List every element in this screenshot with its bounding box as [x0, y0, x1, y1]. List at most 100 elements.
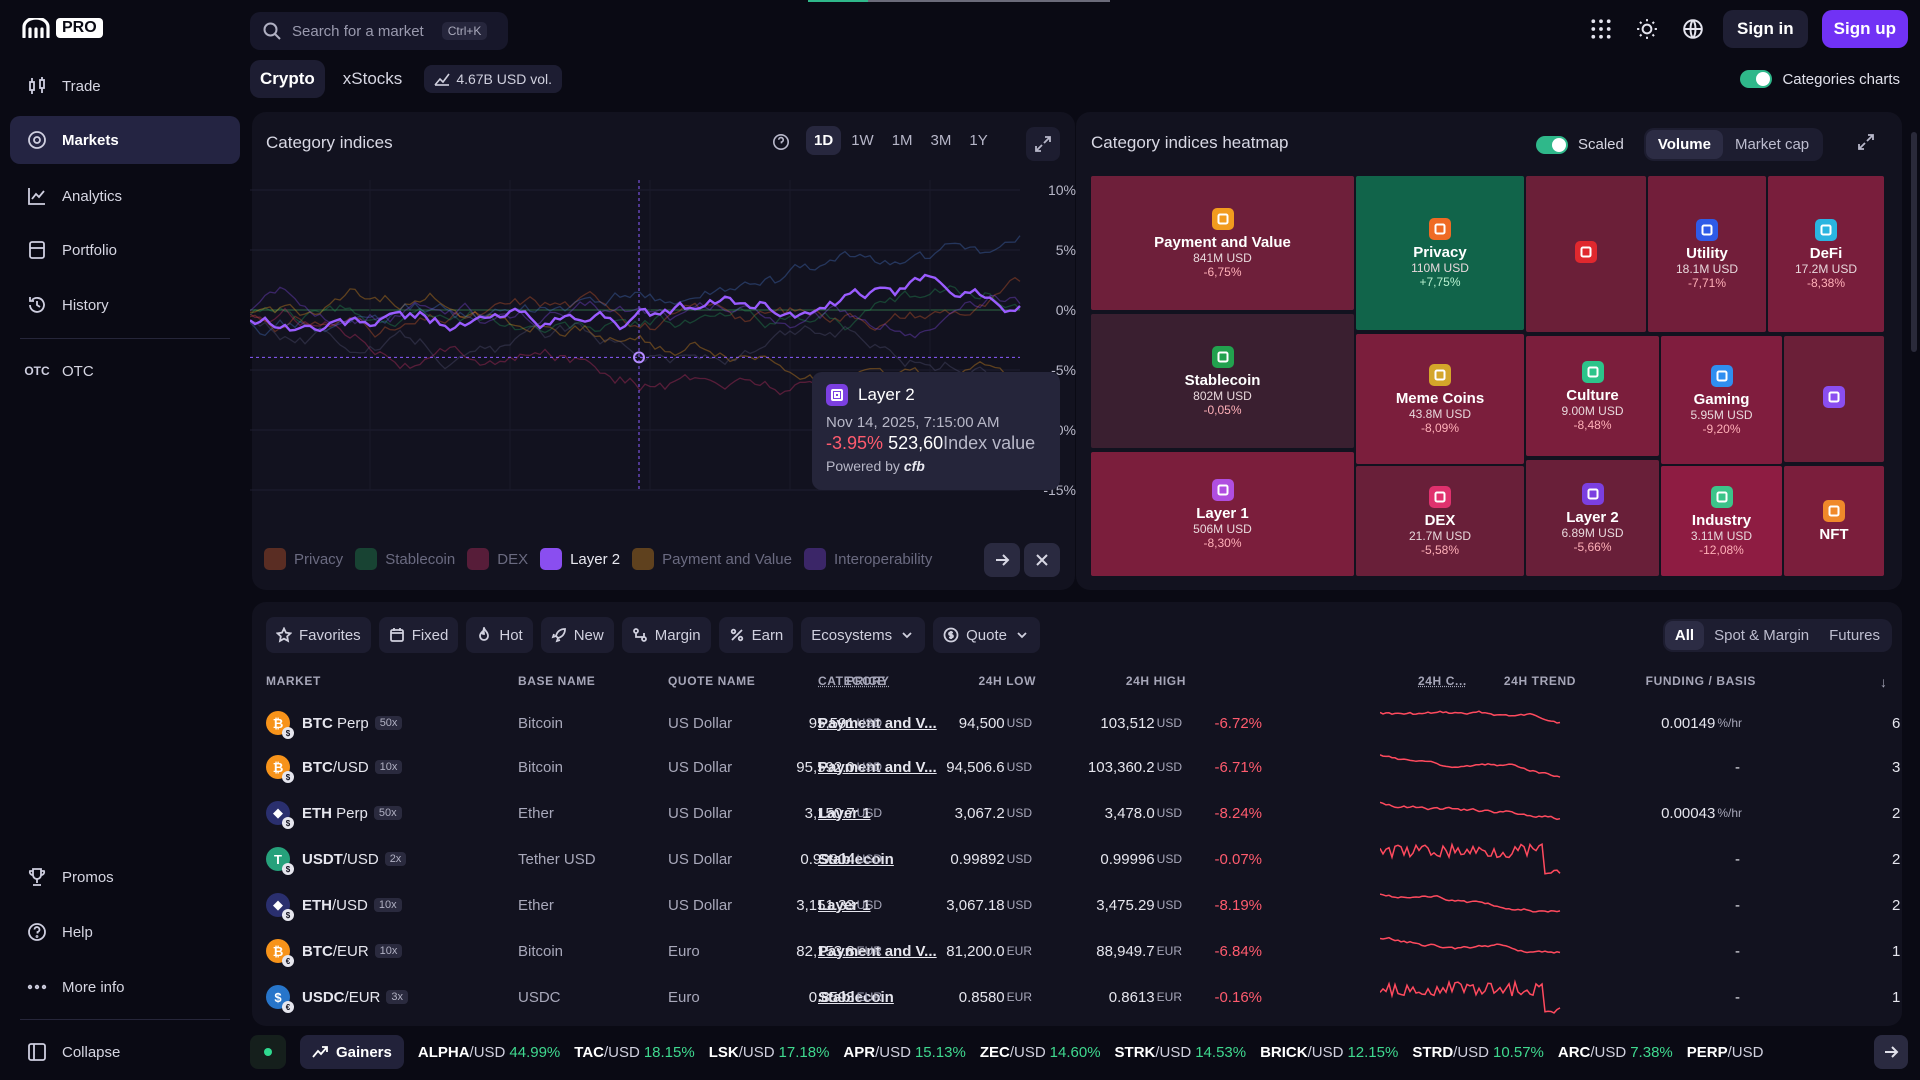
market-type-spot-margin[interactable]: Spot & Margin: [1714, 627, 1810, 644]
categories-charts-toggle[interactable]: Categories charts: [1740, 70, 1900, 88]
live-indicator[interactable]: [250, 1035, 286, 1069]
heatmap-tile[interactable]: Layer 1 506M USD -8,30%: [1091, 452, 1354, 576]
category-link[interactable]: Stablecoin: [818, 850, 894, 868]
mode-market-cap[interactable]: Market cap: [1734, 136, 1810, 153]
language-button[interactable]: [1677, 13, 1709, 45]
heatmap-tile[interactable]: Meme Coins 43.8M USD -8,09%: [1356, 334, 1524, 464]
sidebar-item-otc[interactable]: OTC OTC: [10, 347, 240, 395]
market-cell[interactable]: ₿ € BTC / EUR 10x: [266, 928, 403, 974]
search-input[interactable]: Search for a market Ctrl+K: [250, 12, 508, 50]
category-link[interactable]: Payment and V...: [818, 758, 937, 776]
range-1m[interactable]: 1M: [891, 132, 913, 149]
ticker-item[interactable]: STRK/USD 14.53%: [1115, 1044, 1247, 1061]
heatmap-tile[interactable]: Gaming 5.95M USD -9,20%: [1661, 336, 1782, 464]
filter-earn[interactable]: Earn: [718, 617, 794, 653]
heatmap-scrollbar[interactable]: [1911, 132, 1917, 352]
heatmap-tile[interactable]: Privacy 110M USD +7,75%: [1356, 176, 1524, 330]
legend-item[interactable]: Interoperability: [803, 548, 932, 570]
info-button[interactable]: [766, 127, 796, 157]
heatmap-tile[interactable]: [1784, 336, 1884, 462]
market-cell[interactable]: T $ USDT / USD 2x: [266, 836, 407, 882]
col-base-name[interactable]: BASE NAME: [518, 674, 596, 688]
ticker-item[interactable]: ZEC/USD 14.60%: [980, 1044, 1101, 1061]
col-funding-basis[interactable]: FUNDING / BASIS: [1645, 674, 1756, 688]
heatmap-tile[interactable]: Culture 9.00M USD -8,48%: [1526, 336, 1659, 456]
sidebar-item-history[interactable]: History: [10, 281, 240, 329]
heatmap-tile[interactable]: Layer 2 6.89M USD -5,66%: [1526, 460, 1659, 576]
ticker-item[interactable]: LSK/USD 17.18%: [709, 1044, 830, 1061]
sidebar-item-markets[interactable]: Markets: [10, 116, 240, 164]
range-1w[interactable]: 1W: [851, 132, 874, 149]
legend-item[interactable]: Stablecoin: [355, 548, 455, 570]
market-cell[interactable]: ₿ $ BTC Perp 50x: [266, 700, 403, 746]
col-24h-change[interactable]: 24H C...: [1418, 674, 1467, 688]
col-category[interactable]: CATEGORY: [818, 674, 890, 688]
market-cell[interactable]: ◆ $ ETH Perp 50x: [266, 790, 402, 836]
heatmap-tile[interactable]: DeFi 17.2M USD -8,38%: [1768, 176, 1884, 332]
range-1y[interactable]: 1Y: [969, 132, 988, 149]
mode-volume[interactable]: Volume: [1645, 130, 1723, 159]
heatmap-tile[interactable]: DEX 21.7M USD -5,58%: [1356, 466, 1524, 576]
tab-xstocks[interactable]: xStocks: [342, 69, 403, 88]
col-price[interactable]: PRICE: [846, 674, 886, 688]
ticker-item[interactable]: ARC/USD 7.38%: [1558, 1044, 1673, 1061]
table-row[interactable]: T $ USDT / USD 2x Tether USD US Dollar Stablecoi…: [252, 836, 1902, 882]
heatmap-tile[interactable]: Stablecoin 802M USD -0,05%: [1091, 314, 1354, 448]
sign-in-button[interactable]: Sign in: [1723, 10, 1808, 48]
theme-toggle-button[interactable]: [1631, 13, 1663, 45]
sidebar-item-promos[interactable]: Promos: [10, 853, 240, 901]
market-type-all[interactable]: All: [1664, 621, 1705, 650]
filter-ecosystems[interactable]: Ecosystems: [801, 617, 926, 653]
toggle-switch[interactable]: [1740, 70, 1773, 88]
category-link[interactable]: Layer 1: [818, 804, 871, 822]
col-24h-low[interactable]: 24H LOW: [978, 674, 1036, 688]
filter-quote[interactable]: Quote: [933, 617, 1041, 653]
ticker-item[interactable]: PERP/USD: [1687, 1044, 1768, 1061]
ticker-item[interactable]: ALPHA/USD 44.99%: [418, 1044, 560, 1061]
table-row[interactable]: ◆ $ ETH / USD 10x Ether US Dollar Layer 1 3,151.3…: [252, 882, 1902, 928]
sidebar-item-more-info[interactable]: More info: [10, 963, 240, 1011]
heatmap-tile[interactable]: Utility 18.1M USD -7,71%: [1648, 176, 1766, 332]
legend-clear-button[interactable]: [1024, 543, 1060, 577]
legend-item[interactable]: Privacy: [264, 548, 343, 570]
table-row[interactable]: ₿ $ BTC Perp 50x Bitcoin US Dollar Payment and…: [252, 700, 1902, 746]
ticker-item[interactable]: APR/USD 15.13%: [843, 1044, 965, 1061]
heatmap-tile[interactable]: NFT: [1784, 466, 1884, 576]
col-24h-high[interactable]: 24H HIGH: [1125, 674, 1186, 688]
col-24h-trend[interactable]: 24H TREND: [1503, 674, 1576, 688]
filter-margin[interactable]: Margin: [621, 617, 711, 653]
market-cell[interactable]: ₿ $ BTC / USD 10x: [266, 744, 403, 790]
category-link[interactable]: Stablecoin: [818, 988, 894, 1006]
table-row[interactable]: ◆ $ ETH Perp 50x Ether US Dollar Layer 1 3,150.…: [252, 790, 1902, 836]
filter-favorites[interactable]: Favorites: [266, 617, 371, 653]
category-link[interactable]: Payment and V...: [818, 942, 937, 960]
market-cell[interactable]: $ € USDC / EUR 3x: [266, 974, 408, 1020]
sidebar-item-help[interactable]: Help: [10, 908, 240, 956]
filter-hot[interactable]: Hot: [466, 617, 533, 653]
expand-chart-button[interactable]: [1026, 127, 1060, 161]
sidebar-item-trade[interactable]: Trade: [10, 62, 240, 110]
market-type-futures[interactable]: Futures: [1829, 627, 1880, 644]
sidebar-collapse-button[interactable]: Collapse: [10, 1028, 240, 1076]
ticker-item[interactable]: BRICK/USD 12.15%: [1260, 1044, 1398, 1061]
legend-next-button[interactable]: [984, 543, 1020, 577]
col-quote-name[interactable]: QUOTE NAME: [668, 674, 756, 688]
ticker-item[interactable]: TAC/USD 18.15%: [574, 1044, 694, 1061]
legend-item[interactable]: Payment and Value: [632, 548, 792, 570]
ticker-item[interactable]: STRD/USD 10.57%: [1412, 1044, 1544, 1061]
col-market[interactable]: MARKET: [266, 674, 321, 688]
sidebar-item-portfolio[interactable]: Portfolio: [10, 226, 240, 274]
range-1d[interactable]: 1D: [806, 126, 842, 155]
heatmap-tile[interactable]: Industry 3.11M USD -12,08%: [1661, 466, 1782, 576]
category-link[interactable]: Layer 1: [818, 896, 871, 914]
category-indices-chart[interactable]: 10%5%0%-5%-10%-15%: [250, 170, 1080, 540]
expand-heatmap-button[interactable]: [1851, 127, 1881, 157]
sidebar-item-analytics[interactable]: Analytics: [10, 172, 240, 220]
apps-grid-button[interactable]: [1585, 13, 1617, 45]
filter-fixed[interactable]: Fixed: [378, 617, 459, 653]
gainers-button[interactable]: Gainers: [300, 1035, 404, 1069]
scaled-toggle[interactable]: [1536, 135, 1568, 154]
table-row[interactable]: ₿ $ BTC / USD 10x Bitcoin US Dollar Payment and …: [252, 744, 1902, 790]
legend-item[interactable]: Layer 2: [540, 548, 620, 570]
legend-item[interactable]: DEX: [467, 548, 528, 570]
